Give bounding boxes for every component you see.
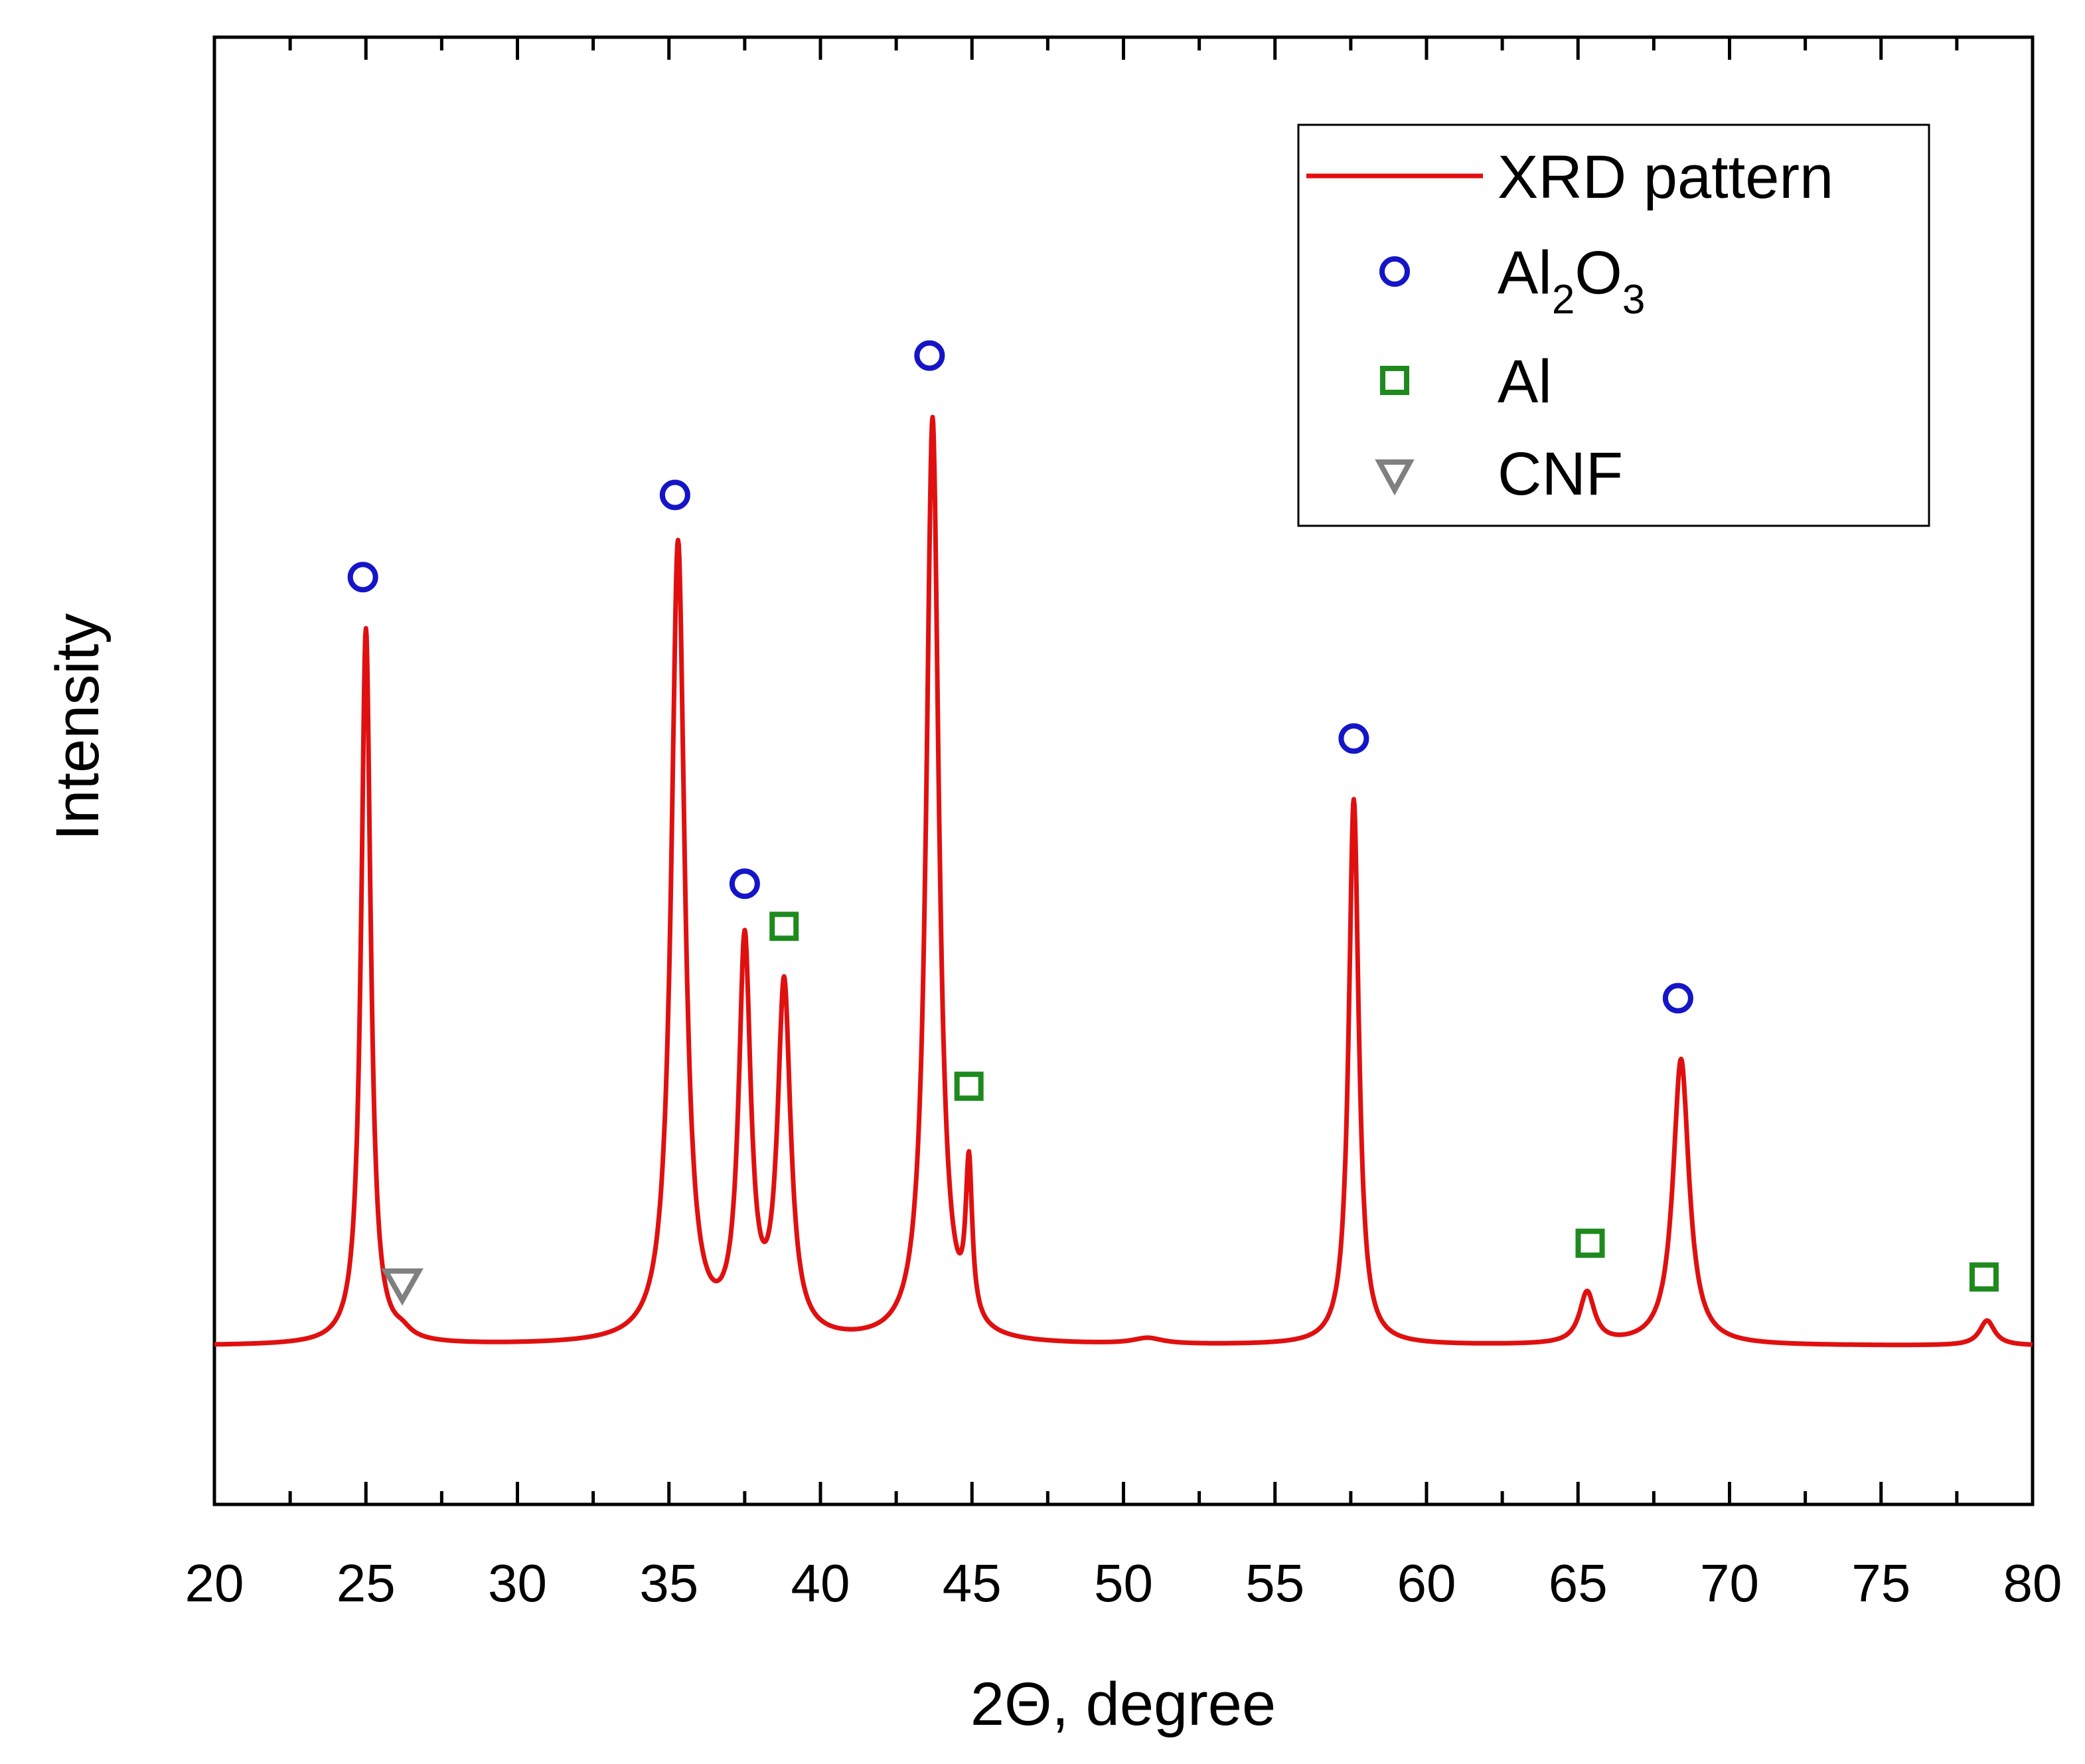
x-tick-label: 60: [1397, 1554, 1456, 1613]
legend-square-icon: [1380, 366, 1409, 395]
legend-label-xrd-pattern: XRD pattern: [1498, 143, 1833, 211]
al2o3-marker: [659, 479, 690, 511]
x-tick-label: 20: [185, 1554, 244, 1613]
x-tick-labels: 20 25 30 35 40 45 50 55 60 65 70 75 80: [185, 1554, 2062, 1613]
x-tick-label: 50: [1094, 1554, 1153, 1613]
x-axis-label: 2Θ, degree: [970, 1670, 1276, 1738]
al-marker: [1575, 1228, 1605, 1258]
legend-label-cnf: CNF: [1498, 440, 1623, 508]
x-tick-label: 65: [1549, 1554, 1608, 1613]
al2o3-marker: [729, 868, 760, 900]
legend-al2o3-sub-2: 2: [1552, 277, 1575, 323]
x-tick-label: 45: [943, 1554, 1002, 1613]
legend: XRD pattern Al2O3 Al CNF: [1297, 123, 1930, 527]
legend-circle-icon: [1379, 256, 1410, 287]
legend-label-al2o3: Al2O3: [1498, 239, 1645, 323]
x-tick-label: 30: [488, 1554, 547, 1613]
al-marker: [954, 1072, 984, 1101]
al2o3-marker: [1662, 983, 1693, 1014]
y-axis-label: Intensity: [44, 613, 112, 841]
al2o3-marker: [1338, 723, 1369, 754]
x-tick-label: 75: [1851, 1554, 1910, 1613]
legend-al2o3-sub-3: 3: [1622, 277, 1645, 323]
series-xrd-pattern-line: [212, 414, 2035, 1348]
phase-markers: [347, 340, 1999, 1306]
legend-al2o3-part-al: Al: [1498, 239, 1552, 307]
al2o3-marker: [347, 562, 378, 593]
x-tick-label: 55: [1245, 1554, 1304, 1613]
axis-ticks: [212, 37, 2035, 1504]
x-tick-label: 80: [2003, 1554, 2062, 1613]
cnf-marker: [381, 1268, 424, 1306]
legend-box: [1297, 123, 1930, 527]
x-tick-label: 25: [337, 1554, 396, 1613]
x-tick-label: 70: [1700, 1554, 1759, 1613]
legend-label-al: Al: [1498, 348, 1552, 416]
x-tick-label: 40: [791, 1554, 850, 1613]
al-marker: [769, 912, 799, 941]
legend-al2o3-part-o: O: [1575, 239, 1622, 307]
x-tick-label: 35: [639, 1554, 698, 1613]
legend-triangle-icon: [1375, 459, 1415, 496]
al2o3-marker: [914, 340, 945, 371]
al-marker: [1969, 1262, 1999, 1292]
